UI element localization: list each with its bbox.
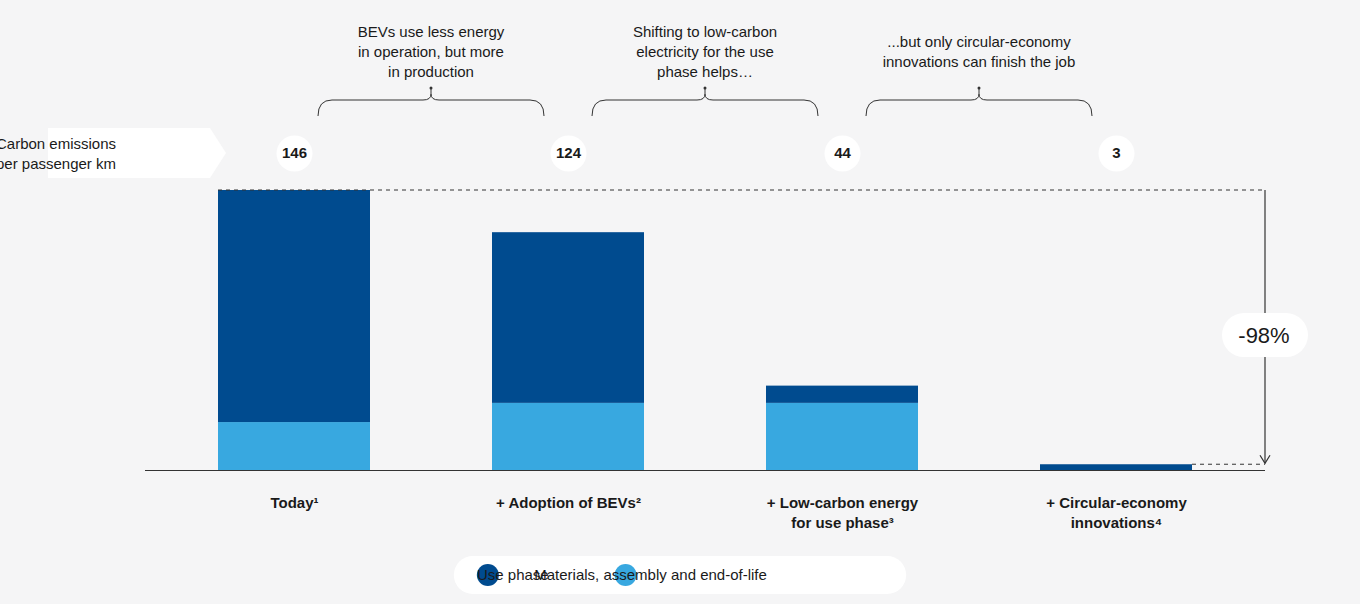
svg-text:3: 3: [1112, 144, 1120, 161]
svg-text:Carbon emissionsper passenger: Carbon emissionsper passenger km: [0, 135, 116, 172]
svg-text:Shifting to low-carbonelectric: Shifting to low-carbonelectricity for th…: [633, 23, 777, 80]
svg-text:+ Low-carbon energyfor use pha: + Low-carbon energyfor use phase³: [767, 494, 919, 530]
svg-text:146: 146: [282, 144, 307, 161]
svg-text:44: 44: [834, 144, 851, 161]
svg-text:Materials, assembly and end-of: Materials, assembly and end-of-life: [534, 566, 767, 583]
svg-text:BEVs use less energyin operati: BEVs use less energyin operation, but mo…: [358, 23, 505, 80]
svg-text:Use phase: Use phase: [477, 566, 549, 583]
svg-text:+ Adoption of BEVs²: + Adoption of BEVs²: [496, 494, 641, 511]
svg-text:124: 124: [556, 144, 582, 161]
svg-text:+ Circular-economyinnovations⁴: + Circular-economyinnovations⁴: [1046, 494, 1187, 530]
svg-text:Today¹: Today¹: [270, 494, 318, 511]
svg-text:-98%: -98%: [1238, 323, 1289, 348]
svg-text:...but only circular-economyin: ...but only circular-economyinnovations …: [883, 33, 1076, 70]
